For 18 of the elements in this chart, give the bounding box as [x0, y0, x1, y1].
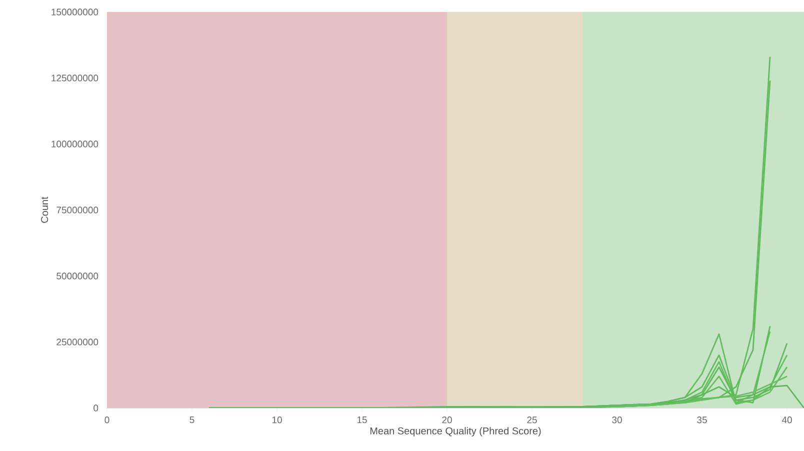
y-tick-label: 75000000 — [56, 206, 98, 214]
x-tick-label: 35 — [697, 416, 707, 424]
x-tick-label: 25 — [527, 416, 537, 424]
x-tick-label: 30 — [612, 416, 622, 424]
y-tick-label: 0 — [94, 404, 98, 412]
x-tick-label: 0 — [104, 416, 110, 424]
x-tick-label: 5 — [190, 416, 194, 424]
y-axis-title: Count — [41, 196, 48, 223]
y-tick-label: 25000000 — [56, 338, 98, 346]
x-axis-title: Mean Sequence Quality (Phred Score) — [370, 427, 541, 436]
y-tick-label: 150000000 — [52, 8, 98, 16]
y-tick-label: 50000000 — [56, 272, 98, 280]
x-tick-label: 10 — [272, 416, 282, 424]
x-tick-label: 20 — [442, 416, 452, 424]
y-tick-label: 125000000 — [52, 74, 98, 82]
y-tick-label: 100000000 — [52, 140, 98, 148]
x-tick-label: 15 — [357, 416, 367, 424]
x-tick-label: 40 — [782, 416, 792, 424]
